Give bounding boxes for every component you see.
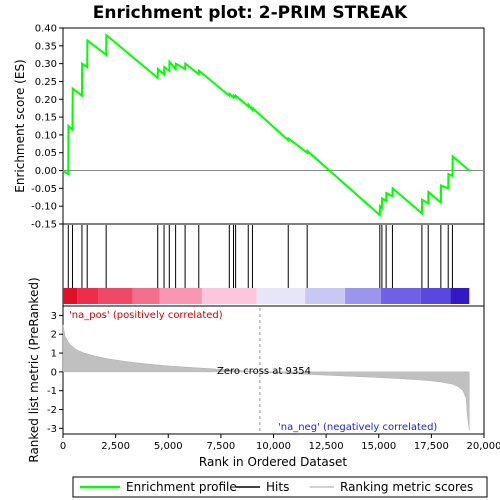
colorbar-segment [380, 288, 421, 304]
metric-y-tick-label: 0 [51, 367, 57, 378]
ranking-metric-area [62, 324, 470, 431]
x-tick-label: 20,000 [467, 441, 500, 452]
x-tick-label: 5,000 [154, 441, 183, 452]
es-y-tick-label: 0.30 [35, 59, 57, 70]
metric-y-tick-label: -1 [47, 386, 57, 397]
x-tick-label: 0 [60, 441, 66, 452]
x-axis-title: Rank in Ordered Dataset [199, 455, 347, 469]
metric-y-axis-title: Ranked list metric (PreRanked) [27, 277, 41, 462]
colorbar-segment [77, 288, 99, 304]
colorbar-segment [63, 288, 78, 304]
colorbar-segment [159, 288, 202, 304]
es-y-axis-title: Enrichment score (ES) [13, 59, 27, 192]
es-y-tick-label: 0.35 [35, 41, 57, 52]
colorbar-segment [98, 288, 133, 304]
metric-y-tick-label: 1 [51, 349, 57, 360]
hits-panel [62, 223, 485, 307]
colorbar-segment [345, 288, 381, 304]
rank-colorbar [63, 288, 470, 304]
es-y-tick-label: -0.10 [31, 202, 57, 213]
colorbar-segment [132, 288, 160, 304]
es-y-tick-label: 0.10 [35, 130, 57, 141]
x-tick-label: 15,000 [361, 441, 396, 452]
x-tick-label: 7,500 [207, 441, 236, 452]
es-y-tick-label: 0.05 [35, 148, 57, 159]
chart-title: Enrichment plot: 2-PRIM STREAK [93, 3, 408, 23]
es-y-tick-label: -0.05 [31, 184, 57, 195]
es-y-tick-label: 0.15 [35, 113, 57, 124]
colorbar-segment [420, 288, 451, 304]
positive-correlation-label: 'na_pos' (positively correlated) [69, 310, 223, 321]
es-panel: 0.40 0.35 0.30 0.25 0.20 0.15 0.10 0.05 0.00 -0.0… [13, 24, 485, 231]
x-tick-label: 2,500 [101, 441, 130, 452]
es-y-tick-label: 0.25 [35, 77, 57, 88]
legend-label: Enrichment profile [126, 480, 237, 494]
negative-correlation-label: 'na_neg' (negatively correlated) [278, 422, 437, 433]
zero-cross-label: Zero cross at 9354 [217, 366, 311, 377]
colorbar-segment [450, 288, 470, 304]
enrichment-profile-line [62, 33, 470, 218]
legend-frame [72, 476, 488, 498]
x-tick-label: 12,500 [309, 441, 344, 452]
x-tick-label: 17,500 [414, 441, 449, 452]
colorbar-segment [305, 288, 346, 304]
metric-y-axis: 3 2 1 0 -1 -2 -3 [47, 311, 63, 435]
metric-y-tick-label: 2 [51, 330, 57, 341]
x-tick-label: 10,000 [256, 441, 291, 452]
colorbar-segment [201, 288, 257, 304]
legend-label: Hits [266, 480, 289, 494]
legend-label: Ranking metric scores [340, 480, 473, 494]
legend: Enrichment profile Hits Ranking metric sco… [72, 476, 488, 498]
x-axis: 0 2,500 5,000 7,500 10,000 12,500 15,000 17,500… [60, 434, 500, 452]
hit-markers [67, 225, 453, 288]
es-y-tick-label: -0.15 [31, 220, 57, 231]
legend-items: Enrichment profile Hits Ranking metric sco… [80, 480, 473, 494]
es-y-tick-label: 0.20 [35, 95, 57, 106]
colorbar-segment [256, 288, 306, 304]
metric-y-tick-label: 3 [51, 311, 57, 322]
es-y-tick-label: 0.40 [35, 24, 57, 35]
es-y-axis: 0.40 0.35 0.30 0.25 0.20 0.15 0.10 0.05 0.00 -0.0… [31, 24, 63, 231]
es-y-tick-label: 0.00 [35, 166, 57, 177]
metric-y-tick-label: -2 [47, 405, 57, 416]
metric-y-tick-label: -3 [47, 424, 57, 435]
metric-panel: 3 2 1 0 -1 -2 -3 'na_pos' (positively correlat… [27, 277, 485, 463]
